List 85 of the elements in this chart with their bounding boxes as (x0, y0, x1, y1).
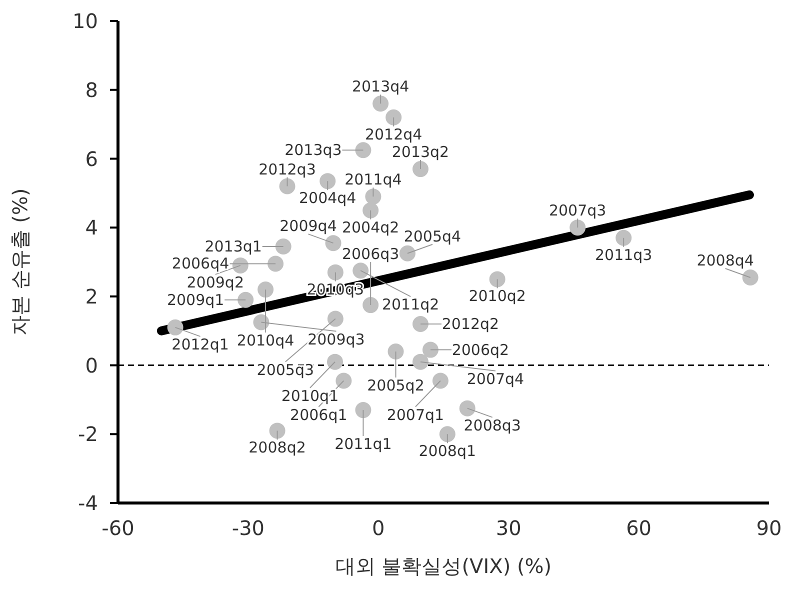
annotation: 2006q4 (172, 254, 230, 273)
x-tick-label: 0 (372, 516, 385, 540)
point (742, 269, 758, 286)
point (412, 354, 428, 370)
point (365, 188, 382, 205)
y-tick-label: 0 (85, 353, 98, 378)
point (238, 292, 254, 308)
annotation: 2007q1 (386, 406, 444, 424)
annotation: 2012q1 (172, 335, 229, 354)
annotation: 2009q4 (280, 217, 337, 236)
annotation: 2009q2 (186, 273, 244, 292)
annotation: 2008q3 (464, 416, 521, 434)
annotation: 2008q1 (418, 442, 476, 460)
point (362, 297, 379, 314)
annotation: 2011q4 (344, 170, 402, 189)
point (327, 264, 344, 280)
x-tick-label: 60 (626, 516, 652, 540)
annotation: 2007q4 (466, 370, 524, 388)
annotation: 2011q3 (594, 246, 652, 264)
y-tick-label: -2 (78, 422, 98, 446)
annotation: 2012q3 (258, 160, 316, 178)
annotation: 2011q1 (334, 435, 392, 454)
annotation: 2007q3 (548, 202, 606, 220)
annotation: 2008q4 (696, 251, 754, 270)
annotation: 2010q2 (468, 287, 526, 306)
y-tick-label: 4 (85, 216, 98, 240)
point (412, 161, 428, 178)
point (355, 402, 372, 418)
annotation: 2011q2 (382, 296, 440, 314)
annotation: 2010q1 (281, 386, 339, 405)
point (459, 400, 476, 416)
point (412, 316, 428, 332)
point (275, 238, 292, 255)
annotation: 2005q3 (256, 360, 314, 379)
annotation: 2006q3 (342, 245, 400, 264)
annotation: 2013q2 (392, 143, 450, 162)
y-axis-title: 자본 순유출 (%) (8, 188, 32, 336)
y-tick-label: 10 (72, 9, 98, 34)
x-tick-label: 90 (756, 516, 782, 540)
point (422, 342, 438, 358)
x-tick-label: -60 (102, 516, 134, 540)
point (279, 178, 296, 194)
point (258, 282, 274, 298)
annotation: 2013q3 (284, 141, 342, 160)
point (352, 262, 369, 279)
y-tick-label: 2 (85, 284, 98, 309)
annotation: 2009q1 (166, 290, 224, 309)
point (325, 235, 342, 252)
point (616, 230, 632, 246)
point (399, 245, 416, 262)
point (269, 422, 286, 439)
annotation: 2005q4 (404, 227, 462, 246)
annotation: 2012q4 (364, 125, 422, 144)
annotation: 2013q4 (352, 78, 410, 96)
point (388, 344, 404, 360)
point (432, 372, 448, 389)
y-tick-label: 8 (85, 78, 98, 102)
x-tick-label: -30 (232, 516, 265, 540)
point (386, 109, 402, 126)
annotation: 2012q2 (442, 314, 500, 333)
annotation: 2005q2 (367, 376, 424, 395)
point (439, 426, 456, 442)
point (336, 372, 352, 389)
point (327, 310, 344, 327)
point (489, 271, 506, 288)
point (327, 354, 343, 370)
point (362, 202, 379, 218)
point (268, 256, 284, 272)
annotation: 2006q2 (452, 340, 510, 359)
annotation: 2004q4 (298, 189, 356, 208)
annotation: 2004q2 (342, 218, 400, 236)
annotation: 2006q1 (290, 406, 348, 424)
point (320, 173, 336, 190)
annotation: 2013q1 (204, 238, 262, 256)
point (570, 220, 586, 236)
annotation: 2010q4 (236, 332, 294, 350)
annotation: 2008q2 (248, 438, 306, 457)
y-tick-label: 6 (85, 146, 98, 171)
point (372, 96, 389, 112)
annotation: 2009q3 (308, 330, 365, 348)
point (355, 142, 372, 158)
x-axis-title: 대외 불확실성(VIX) (%) (335, 554, 552, 578)
y-tick-label: -4 (78, 491, 98, 516)
x-tick-label: 30 (496, 516, 522, 540)
point (167, 319, 184, 336)
